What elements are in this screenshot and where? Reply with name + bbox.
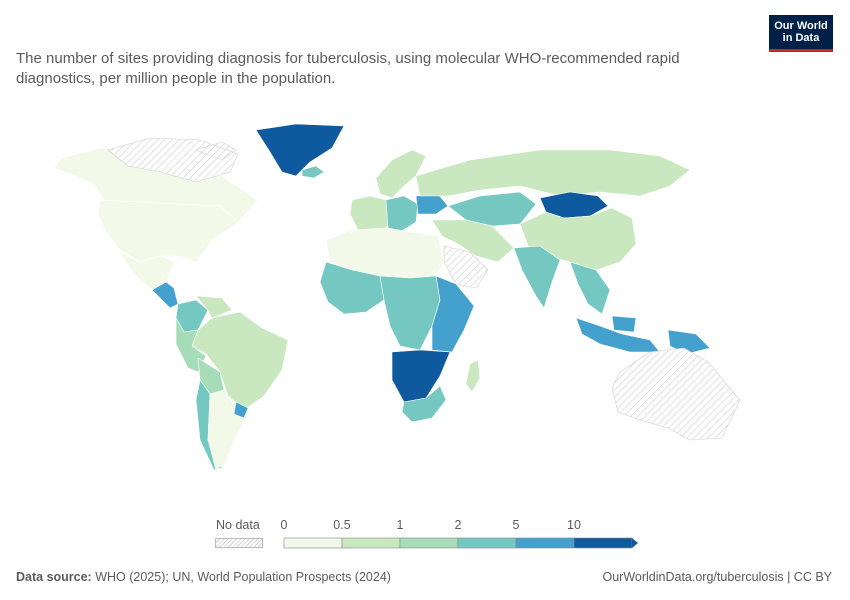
region-eastern-europe[interactable] bbox=[385, 195, 419, 233]
data-source: Data source: WHO (2025); UN, World Popul… bbox=[16, 570, 391, 584]
data-source-text: WHO (2025); UN, World Population Prospec… bbox=[95, 570, 391, 584]
legend-tick-label: 0 bbox=[280, 518, 288, 532]
region-russia[interactable] bbox=[415, 149, 691, 197]
legend-bin-5 bbox=[573, 537, 633, 549]
region-united-states[interactable] bbox=[97, 199, 239, 263]
region-canadian-arctic[interactable] bbox=[107, 137, 239, 183]
source-url-link[interactable]: OurWorldinData.org/tuberculosis | CC BY bbox=[602, 570, 833, 584]
chart-title: The number of sites providing diagnosis … bbox=[16, 50, 680, 87]
legend-tick-label: 5 bbox=[512, 518, 520, 532]
legend-no-data-swatch bbox=[215, 538, 263, 548]
owid-logo[interactable]: Our World in Data bbox=[769, 15, 833, 52]
legend-tick-label: 1 bbox=[396, 518, 404, 532]
region-middle-east[interactable] bbox=[431, 219, 515, 263]
color-legend: No data 0 0.5 1 2 5 10 bbox=[210, 516, 650, 556]
world-map[interactable] bbox=[0, 100, 850, 510]
data-source-label: Data source: bbox=[16, 570, 92, 584]
region-madagascar[interactable] bbox=[465, 359, 481, 393]
region-southeast-asia[interactable] bbox=[569, 261, 611, 315]
region-central-africa[interactable] bbox=[379, 275, 441, 351]
legend-bin-0 bbox=[283, 537, 343, 549]
logo-line-2: in Data bbox=[782, 32, 820, 44]
legend-bin-4 bbox=[515, 537, 575, 549]
legend-arrow-tip bbox=[632, 538, 638, 548]
legend-tick-label: 2 bbox=[454, 518, 462, 532]
logo-line-1: Our World bbox=[774, 20, 828, 32]
region-iceland[interactable] bbox=[301, 165, 325, 179]
legend-bin-1 bbox=[341, 537, 401, 549]
region-india[interactable] bbox=[513, 245, 561, 309]
region-uruguay[interactable] bbox=[233, 401, 249, 419]
legend-no-data-label: No data bbox=[216, 518, 260, 532]
logo-accent-bar bbox=[769, 49, 833, 52]
region-australia[interactable] bbox=[611, 347, 741, 441]
legend-scale bbox=[283, 537, 638, 549]
legend-tick-label: 10 bbox=[567, 518, 581, 532]
region-indonesia[interactable] bbox=[575, 315, 661, 353]
region-southern-africa[interactable] bbox=[391, 349, 451, 403]
legend-bin-2 bbox=[399, 537, 459, 549]
legend-tick-label: 0.5 bbox=[333, 518, 351, 532]
region-south-africa[interactable] bbox=[401, 385, 447, 423]
region-east-africa[interactable] bbox=[431, 275, 475, 353]
region-greenland[interactable] bbox=[255, 123, 345, 177]
region-scandinavia[interactable] bbox=[375, 149, 427, 199]
region-venezuela[interactable] bbox=[195, 295, 233, 319]
legend-bin-3 bbox=[457, 537, 517, 549]
region-papua-new-guinea[interactable] bbox=[667, 329, 711, 355]
region-west-africa[interactable] bbox=[319, 261, 385, 315]
region-ukraine[interactable] bbox=[415, 193, 449, 215]
